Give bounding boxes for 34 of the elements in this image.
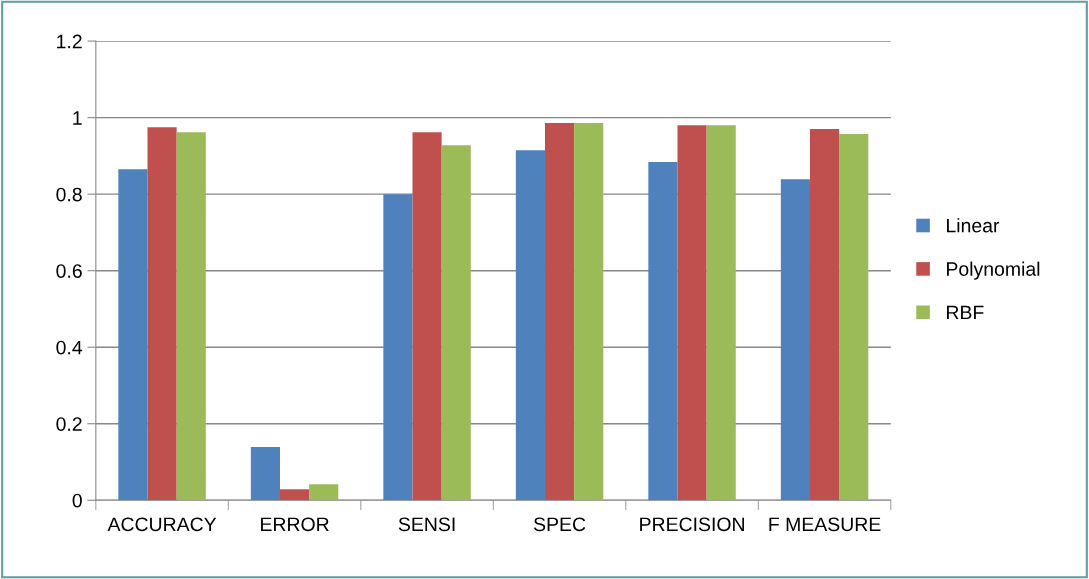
bar (515, 150, 545, 501)
y-tick-label: 0 (72, 493, 82, 508)
bar (677, 125, 707, 501)
y-tick-label: 1 (73, 111, 82, 125)
x-tick-label: F MEASURE (769, 517, 881, 532)
bar (280, 489, 310, 501)
x-tick-label: SPEC (533, 517, 586, 532)
bar (441, 145, 471, 501)
y-tick-label: 1.2 (57, 34, 82, 49)
y-tick-label: 0.2 (56, 417, 82, 431)
legend-label: RBF (947, 305, 984, 320)
bar (118, 169, 148, 501)
bar (147, 127, 177, 501)
y-tick-label: 0.8 (56, 187, 82, 202)
x-tick-label: SENSI (398, 517, 455, 532)
bar (309, 484, 339, 501)
y-tick-label: 0.6 (56, 264, 82, 278)
bar (544, 122, 575, 501)
bar (383, 194, 413, 501)
bar (780, 179, 810, 501)
x-tick-label: ERROR (261, 517, 329, 532)
legend-label: Polynomial (947, 261, 1040, 280)
bar (574, 122, 604, 501)
bar (250, 447, 280, 501)
bar (648, 162, 678, 501)
bar (809, 129, 840, 501)
bar (706, 125, 736, 501)
bar (412, 132, 442, 501)
bar (839, 134, 869, 501)
legend-label: Linear (947, 218, 1000, 233)
y-tick-label: 0.4 (56, 340, 83, 355)
x-tick-label: ACCURACY (107, 517, 217, 532)
x-tick-label: PRECISION (640, 517, 744, 532)
bar (176, 132, 206, 501)
